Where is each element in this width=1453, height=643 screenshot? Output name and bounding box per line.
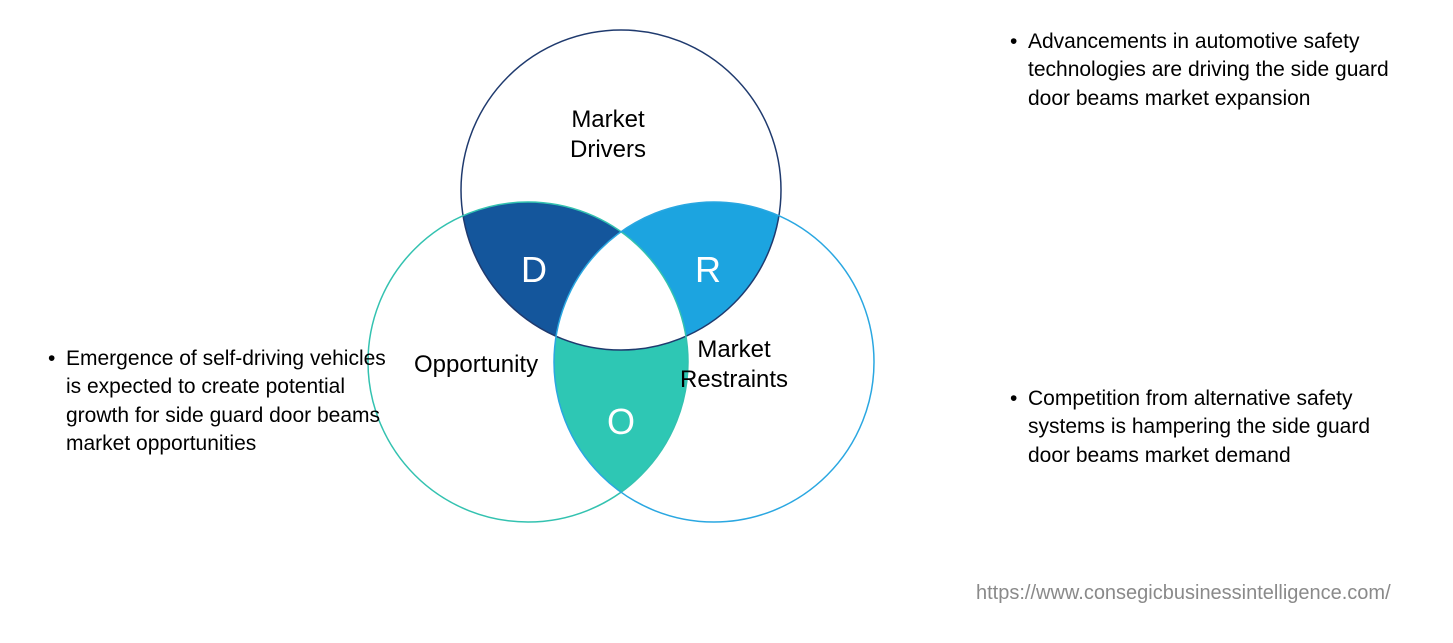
source-url: https://www.consegicbusinessintelligence… [976,582,1391,605]
bullet-restraints: Competition from alternative safety syst… [1028,385,1408,470]
letter-r: R [688,250,728,290]
letter-o: O [601,402,641,442]
bullet-drivers: Advancements in automotive safety techno… [1028,28,1408,113]
label-restraints: Market Restraints [680,335,788,395]
diagram-root: Market Drivers Opportunity Market Restra… [0,0,1453,643]
letter-d: D [514,250,554,290]
bullet-opportunity: Emergence of self-driving vehicles is ex… [66,345,386,458]
label-opportunity: Opportunity [414,350,538,380]
label-drivers: Market Drivers [570,105,646,165]
